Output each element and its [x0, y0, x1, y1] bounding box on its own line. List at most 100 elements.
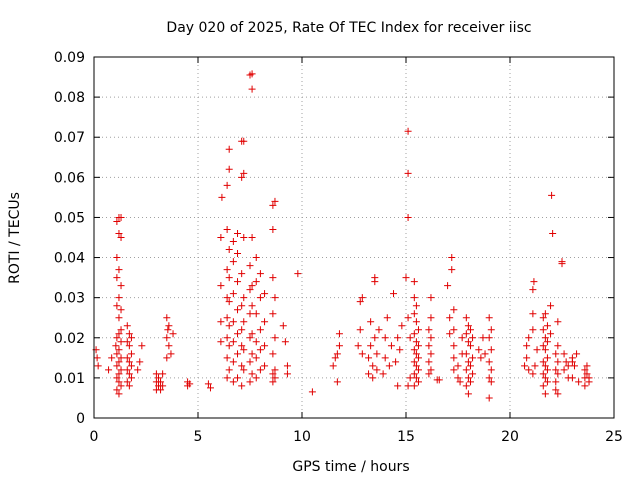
- data-point: [261, 342, 269, 350]
- data-point: [479, 334, 487, 342]
- data-point: [410, 294, 418, 302]
- data-point: [531, 362, 539, 370]
- data-point: [450, 366, 458, 374]
- data-point: [543, 338, 551, 346]
- data-point: [543, 366, 551, 374]
- data-point: [369, 374, 377, 382]
- y-tick-labels: 0 0.01 0.02 0.03 0.04 0.05 0.06 0.07 0.08 0.09: [54, 50, 85, 427]
- data-point: [427, 294, 435, 302]
- data-point: [469, 354, 477, 362]
- data-point: [450, 326, 458, 334]
- data-point: [371, 274, 379, 282]
- x-tick-label: 25: [605, 429, 623, 445]
- data-point: [414, 378, 422, 386]
- data-point: [256, 326, 264, 334]
- data-point: [217, 318, 225, 326]
- data-point: [234, 330, 242, 338]
- data-point: [456, 378, 464, 386]
- data-points: [92, 70, 593, 402]
- data-point: [448, 254, 456, 262]
- data-point: [117, 234, 125, 241]
- data-point: [240, 294, 248, 302]
- data-point: [373, 350, 381, 358]
- data-point: [402, 274, 410, 282]
- data-point: [554, 342, 562, 350]
- data-point: [229, 338, 237, 346]
- data-point: [125, 342, 133, 350]
- data-point: [164, 326, 172, 334]
- data-point: [454, 362, 462, 370]
- data-point: [412, 302, 420, 310]
- data-point: [261, 290, 269, 298]
- data-point: [562, 358, 570, 366]
- data-point: [485, 374, 493, 382]
- data-point: [466, 342, 474, 350]
- data-point: [552, 378, 560, 386]
- data-point: [229, 318, 237, 326]
- x-axis-label: GPS time / hours: [292, 459, 409, 475]
- data-point: [217, 282, 225, 290]
- data-point: [539, 342, 547, 350]
- data-point: [549, 229, 557, 237]
- data-point: [246, 286, 254, 294]
- data-point: [252, 278, 260, 286]
- data-point: [394, 382, 402, 390]
- data-point: [554, 390, 562, 398]
- data-point: [154, 374, 162, 382]
- data-point: [115, 229, 123, 237]
- data-point: [392, 358, 400, 366]
- data-point: [248, 370, 256, 378]
- data-point: [427, 334, 435, 342]
- data-point: [387, 342, 395, 350]
- data-point: [539, 358, 547, 366]
- data-point: [371, 334, 379, 342]
- data-point: [385, 362, 393, 370]
- data-point: [541, 334, 549, 342]
- data-point: [358, 350, 366, 358]
- data-point: [485, 314, 493, 322]
- data-point: [331, 354, 339, 362]
- data-point: [108, 354, 116, 362]
- data-point: [261, 362, 269, 370]
- data-point: [159, 382, 167, 390]
- data-point: [248, 302, 256, 310]
- data-point: [115, 314, 123, 322]
- data-point: [248, 350, 256, 358]
- data-point: [523, 342, 531, 350]
- data-point: [229, 238, 237, 246]
- data-point: [404, 314, 412, 322]
- data-point: [412, 338, 420, 346]
- data-point: [523, 354, 531, 362]
- data-point: [375, 326, 383, 334]
- data-point: [581, 382, 589, 390]
- data-point: [427, 314, 435, 322]
- data-point: [113, 217, 121, 225]
- data-point: [269, 310, 277, 318]
- data-point: [223, 266, 231, 274]
- data-point: [410, 346, 418, 354]
- data-point: [283, 370, 291, 378]
- data-point: [225, 145, 233, 153]
- data-point: [113, 362, 121, 370]
- data-point: [525, 334, 533, 342]
- data-point: [117, 338, 125, 346]
- data-point: [246, 334, 254, 342]
- data-point: [115, 346, 123, 354]
- data-point: [252, 354, 260, 362]
- data-point: [383, 314, 391, 322]
- data-point: [223, 374, 231, 382]
- data-point: [225, 342, 233, 350]
- data-point: [279, 322, 287, 330]
- data-point: [464, 374, 472, 382]
- data-point: [252, 338, 260, 346]
- data-point: [256, 366, 264, 374]
- data-point: [225, 366, 233, 374]
- data-point: [369, 362, 377, 370]
- data-point: [414, 326, 422, 334]
- data-point: [410, 358, 418, 366]
- data-point: [485, 334, 493, 342]
- data-point: [225, 165, 233, 173]
- data-point: [425, 358, 433, 366]
- data-point: [487, 366, 495, 374]
- data-point: [462, 350, 470, 358]
